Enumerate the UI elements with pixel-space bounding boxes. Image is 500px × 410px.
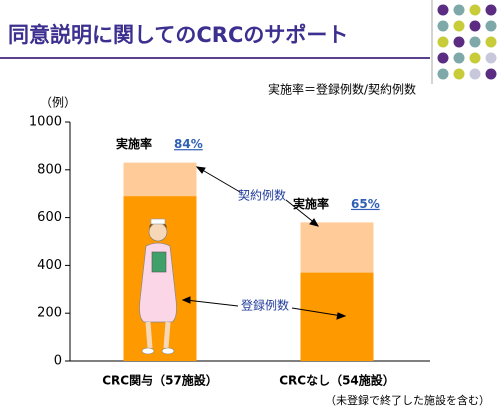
dot bbox=[485, 4, 497, 16]
dot-grid bbox=[437, 4, 497, 80]
y-tick-label: 800 bbox=[37, 162, 62, 177]
chart-title: 同意説明に関してのCRCのサポート bbox=[8, 23, 348, 47]
dot bbox=[485, 68, 497, 80]
series-label: 契約例数 bbox=[238, 188, 286, 203]
dot bbox=[437, 52, 449, 64]
y-tick-label: 600 bbox=[37, 210, 62, 225]
dot bbox=[453, 52, 465, 64]
dot bbox=[469, 52, 481, 64]
dot bbox=[485, 20, 497, 32]
rate-value: 84% bbox=[174, 137, 203, 151]
dot bbox=[453, 20, 465, 32]
dot bbox=[453, 4, 465, 16]
bar-segment bbox=[300, 222, 374, 273]
dot bbox=[469, 4, 481, 16]
rate-label: 実施率 bbox=[116, 136, 152, 151]
bar-segment bbox=[123, 162, 197, 197]
dot bbox=[437, 36, 449, 48]
dot bbox=[453, 68, 465, 80]
series-label: 登録例数 bbox=[241, 298, 289, 313]
rate-label: 実施率 bbox=[293, 196, 329, 211]
y-tick-label: 400 bbox=[37, 258, 62, 273]
dot bbox=[485, 36, 497, 48]
dot bbox=[453, 36, 465, 48]
y-tick-label: 1000 bbox=[29, 115, 62, 130]
dot bbox=[469, 68, 481, 80]
dot bbox=[485, 52, 497, 64]
dot bbox=[469, 36, 481, 48]
y-axis-label: （例） bbox=[40, 96, 76, 110]
y-tick-label: 200 bbox=[37, 306, 62, 321]
subtitle: 実施率＝登録例数/契約例数 bbox=[268, 82, 416, 97]
dot bbox=[437, 4, 449, 16]
nurse-illustration bbox=[139, 218, 177, 355]
x-tick-label: CRC関与（57施設） bbox=[102, 373, 218, 388]
y-tick-label: 0 bbox=[54, 354, 62, 369]
footnote: （未登録で終了した施設を含む） bbox=[325, 393, 490, 407]
dot bbox=[437, 68, 449, 80]
plot: 0 200 400 600 800 1000 CRC関与（57施設） 実施率 84% CRCなし（… bbox=[29, 115, 430, 388]
dot bbox=[469, 20, 481, 32]
x-tick-label: CRCなし（54施設） bbox=[279, 373, 395, 388]
dot bbox=[437, 20, 449, 32]
annotation-arrows bbox=[181, 166, 347, 320]
rate-value: 65% bbox=[351, 197, 380, 211]
